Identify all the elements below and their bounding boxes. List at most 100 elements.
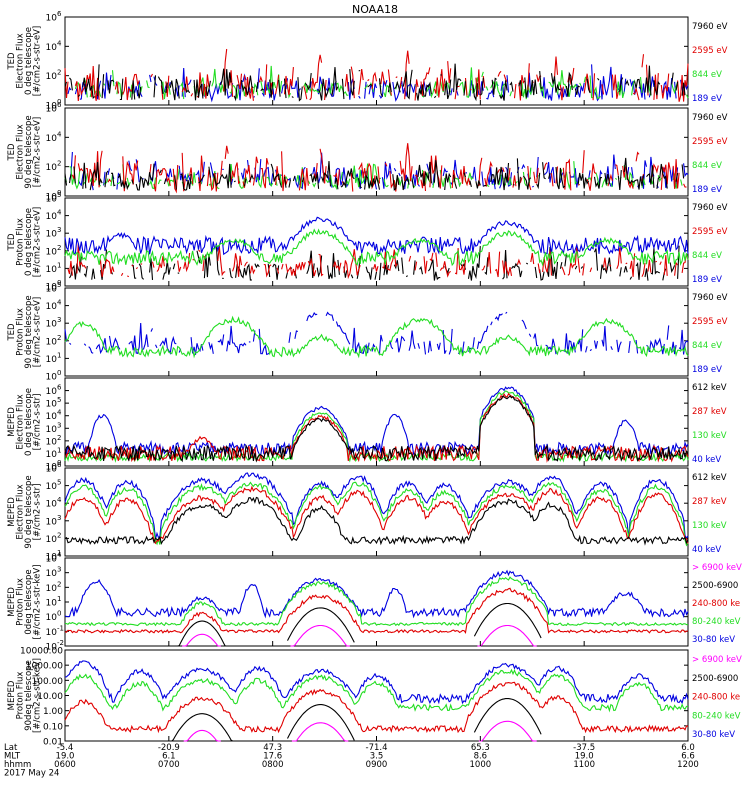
y-tick-label: 10 bbox=[46, 320, 58, 330]
x-tick-label-lat: -20.9 bbox=[158, 743, 180, 753]
y-axis-label-line: Proton Flux bbox=[16, 578, 26, 626]
series-844-ev bbox=[64, 315, 689, 359]
legend-entry: 287 keV bbox=[692, 497, 727, 507]
y-axis-label-line: 90 deg telescope bbox=[24, 115, 34, 188]
y-tick-exponent: 2 bbox=[57, 531, 61, 539]
y-tick-label: 1.00 bbox=[43, 707, 63, 717]
y-axis-label-line: 0 deg telescope bbox=[24, 388, 34, 456]
y-axis-label-line: [#/cm2-s-str] bbox=[33, 484, 43, 541]
y-tick-exponent: 3 bbox=[57, 316, 61, 324]
y-axis-label-line: MEPED bbox=[7, 497, 17, 527]
legend-entry: 844 eV bbox=[692, 341, 722, 351]
y-tick-label: 10 bbox=[46, 555, 58, 565]
y-axis-label-line: 0deg telescope bbox=[24, 569, 34, 634]
chart-title: NOAA18 bbox=[352, 3, 398, 16]
y-tick-exponent: 4 bbox=[57, 209, 62, 217]
y-tick-label: 100.00 bbox=[32, 677, 64, 687]
y-axis-label-line: [#/cm2-s-str-eV] bbox=[33, 207, 43, 277]
x-tick-label-lat: 65.3 bbox=[471, 743, 490, 753]
y-tick-label: 10 bbox=[46, 212, 58, 222]
y-axis-label-line: Electron Flux bbox=[16, 33, 26, 88]
y-axis-label-line: [#/cm2-s-str] bbox=[33, 394, 43, 451]
legend-entry: 30-80 keV bbox=[692, 730, 735, 740]
y-tick-exponent: 2 bbox=[57, 69, 61, 77]
legend-entry: > 6900 keV bbox=[692, 655, 742, 665]
y-tick-exponent: 3 bbox=[57, 566, 61, 574]
y-tick-label: 10 bbox=[46, 373, 58, 383]
x-row-label: MLT bbox=[4, 752, 21, 762]
x-tick-label-mlt: 19.0 bbox=[575, 752, 594, 762]
y-tick-exponent: 0 bbox=[57, 610, 61, 618]
legend-entry: 2500-6900 bbox=[692, 674, 738, 684]
y-tick-label: 10 bbox=[46, 613, 58, 623]
y-tick-exponent: 1 bbox=[57, 595, 61, 603]
y-tick-exponent: -1 bbox=[57, 624, 64, 632]
y-tick-label: 10 bbox=[46, 43, 58, 53]
series-40-kev bbox=[64, 472, 689, 540]
x-row-label: hhmm bbox=[4, 760, 31, 770]
y-tick-label: 10 bbox=[46, 72, 58, 82]
y-tick-label: 10 bbox=[46, 412, 58, 422]
y-tick-label: 10 bbox=[46, 628, 58, 638]
y-axis-label-line: 0 deg telescope bbox=[24, 27, 34, 95]
y-tick-label: 10.00 bbox=[37, 692, 63, 702]
y-axis-label-line: TED bbox=[7, 143, 17, 162]
y-tick-exponent: 5 bbox=[57, 191, 61, 199]
y-tick-label: 10 bbox=[46, 450, 58, 460]
y-tick-label: 10 bbox=[46, 569, 58, 579]
legend-entry: 30-80 keV bbox=[692, 635, 735, 645]
y-axis-label-line: [#/cm2-s-str-eV] bbox=[33, 26, 43, 96]
series-130-kev bbox=[64, 481, 689, 547]
x-tick-label-lat: -71.4 bbox=[366, 743, 388, 753]
y-tick-label: 10 bbox=[46, 465, 58, 475]
y-axis-label-line: 0 deg telescope bbox=[24, 208, 34, 276]
y-tick-exponent: 0 bbox=[57, 98, 61, 106]
legend-entry: 40 keV bbox=[692, 545, 721, 555]
y-tick-label: 1000.00 bbox=[26, 662, 63, 672]
legend-entry: 189 eV bbox=[692, 365, 722, 375]
y-tick-label: 10 bbox=[46, 163, 58, 173]
x-tick-label-mlt: 19.0 bbox=[56, 752, 75, 762]
legend-entry: 844 eV bbox=[692, 70, 722, 80]
x-row-label: 2017 May 24 bbox=[4, 769, 59, 779]
y-tick-exponent: 3 bbox=[57, 226, 61, 234]
y-tick-exponent: 4 bbox=[57, 299, 62, 307]
x-tick-label-lat: -37.5 bbox=[573, 743, 595, 753]
legend-entry: 612 keV bbox=[692, 473, 727, 483]
legend-entry: 844 eV bbox=[692, 251, 722, 261]
legend-entry: 130 keV bbox=[692, 521, 727, 531]
legend-entry: 7960 eV bbox=[692, 293, 728, 303]
y-axis-label-line: [#/cm2-s-str-keV] bbox=[33, 658, 43, 733]
legend-entry: 189 eV bbox=[692, 275, 722, 285]
series--6900-kev bbox=[183, 720, 537, 742]
series-2595-ev bbox=[64, 48, 689, 102]
y-tick-exponent: 4 bbox=[57, 130, 62, 138]
y-tick-label: 0.01 bbox=[43, 738, 63, 748]
y-tick-exponent: 2 bbox=[57, 160, 61, 168]
y-tick-exponent: 0 bbox=[57, 369, 61, 377]
y-tick-label: 10 bbox=[46, 105, 58, 115]
y-tick-exponent: 3 bbox=[57, 514, 61, 522]
panel-frame bbox=[64, 467, 689, 557]
y-axis-label-line: [#/cm2-s-str-keV] bbox=[33, 565, 43, 640]
x-tick-label-mlt: 8.6 bbox=[474, 752, 488, 762]
y-tick-label: 10 bbox=[46, 193, 58, 203]
y-tick-label: 10 bbox=[46, 230, 58, 240]
legend-entry: 7960 eV bbox=[692, 22, 728, 32]
series--6900-kev bbox=[182, 624, 537, 647]
y-tick-exponent: 6 bbox=[57, 10, 62, 18]
y-tick-label: 10 bbox=[46, 285, 58, 295]
y-tick-label: 10 bbox=[46, 482, 58, 492]
y-tick-exponent: 2 bbox=[57, 334, 61, 342]
legend-entry: 2595 eV bbox=[692, 46, 728, 56]
y-tick-exponent: 2 bbox=[57, 434, 61, 442]
y-tick-exponent: 0 bbox=[57, 189, 61, 197]
